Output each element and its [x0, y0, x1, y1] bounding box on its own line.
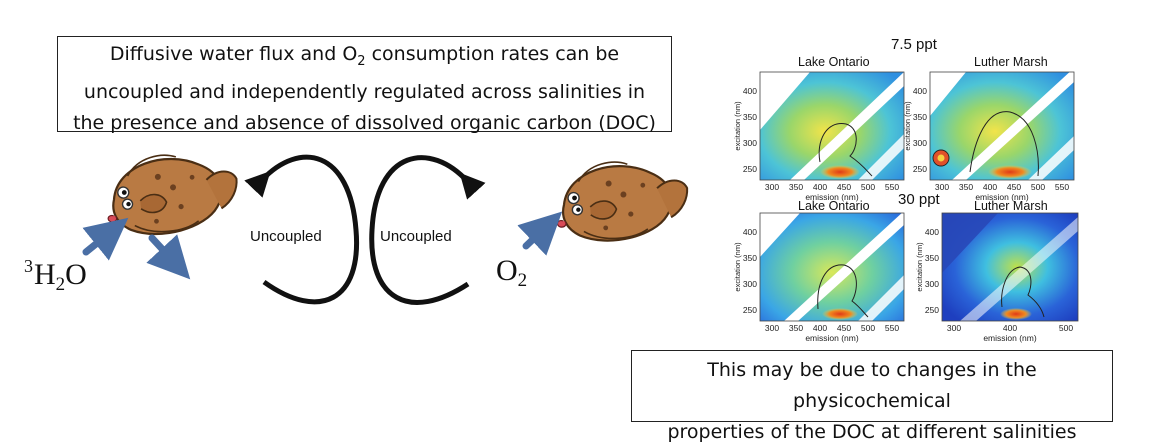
- x-tick-label: 400: [813, 323, 827, 333]
- x-tick-label: 300: [765, 323, 779, 333]
- y-tick-label: 400: [743, 227, 757, 237]
- y-tick-label: 350: [743, 112, 757, 122]
- x-tick-label: 450: [837, 323, 851, 333]
- tritiated-water-label: 3H2O: [24, 256, 87, 295]
- y-axis-label: excitation (nm): [733, 101, 742, 151]
- y-tick-label: 350: [913, 112, 927, 122]
- summary-line-3: the presence and absence of dissolved or…: [73, 111, 656, 134]
- x-tick-label: 350: [789, 182, 803, 192]
- x-axis-label: emission (nm): [983, 333, 1037, 343]
- y-tick-label: 300: [925, 279, 939, 289]
- summary-line-2: uncoupled and independently regulated ac…: [83, 80, 646, 103]
- y-tick-label: 350: [743, 253, 757, 263]
- x-tick-label: 550: [1055, 182, 1069, 192]
- x-tick-label: 500: [1031, 182, 1045, 192]
- x-tick-label: 400: [1003, 323, 1017, 333]
- y-tick-label: 300: [913, 138, 927, 148]
- panel-2-title: Luther Marsh: [974, 55, 1048, 69]
- conclusion-line-1: This may be due to changes in the physic…: [707, 359, 1037, 412]
- y-tick-label: 400: [913, 86, 927, 96]
- x-tick-label: 300: [765, 182, 779, 192]
- eem-panel-4: [941, 212, 1079, 322]
- left-uncoupled-label: Uncoupled: [250, 228, 322, 245]
- panel-4-title: Luther Marsh: [974, 199, 1048, 213]
- right-uncoupled-label: Uncoupled: [380, 228, 452, 245]
- x-tick-label: 300: [935, 182, 949, 192]
- conclusion-line-2: properties of the DOC at different salin…: [667, 421, 1077, 443]
- y-axis-label: excitation (nm): [733, 242, 742, 292]
- x-tick-label: 500: [861, 182, 875, 192]
- summary-line-1: Diffusive water flux and O2 consumption …: [109, 43, 620, 69]
- panel-3-title: Lake Ontario: [798, 199, 870, 213]
- summary-box: Diffusive water flux and O2 consumption …: [57, 36, 672, 134]
- y-tick-label: 250: [743, 305, 757, 315]
- water-out-arrow-icon: [146, 234, 191, 280]
- water-in-arrow-icon: [82, 217, 129, 261]
- oxygen-in-arrow-icon: [517, 211, 563, 256]
- y-tick-label: 250: [913, 164, 927, 174]
- x-tick-label: 500: [861, 323, 875, 333]
- cycle-arrow-icon-left: [244, 154, 360, 305]
- x-tick-label: 550: [885, 323, 899, 333]
- y-tick-label: 250: [925, 305, 939, 315]
- x-tick-label: 350: [959, 182, 973, 192]
- x-tick-label: 450: [1007, 182, 1021, 192]
- y-tick-label: 350: [925, 253, 939, 263]
- x-tick-label: 450: [837, 182, 851, 192]
- y-tick-label: 300: [743, 279, 757, 289]
- eem-panel-3: [759, 211, 905, 322]
- salinity-bottom-label: 30 ppt: [898, 191, 940, 208]
- x-tick-label: 550: [885, 182, 899, 192]
- x-tick-label: 500: [1059, 323, 1073, 333]
- conclusion-box: This may be due to changes in the physic…: [631, 350, 1113, 443]
- y-tick-label: 400: [925, 227, 939, 237]
- cycle-arrow-icon-right: [369, 155, 486, 305]
- y-axis-label: excitation (nm): [903, 101, 912, 151]
- y-tick-label: 250: [743, 164, 757, 174]
- x-axis-label: emission (nm): [975, 192, 1029, 202]
- x-tick-label: 350: [789, 323, 803, 333]
- eem-panel-2: [929, 68, 1075, 181]
- salinity-top-label: 7.5 ppt: [891, 36, 937, 53]
- flounder-fish-icon: [101, 146, 243, 241]
- eem-panel-1: [759, 71, 905, 181]
- x-tick-label: 400: [983, 182, 997, 192]
- y-tick-label: 300: [743, 138, 757, 148]
- panel-1-title: Lake Ontario: [798, 55, 870, 69]
- flounder-fish-icon: [552, 156, 692, 246]
- x-axis-label: emission (nm): [805, 192, 859, 202]
- y-tick-label: 400: [743, 86, 757, 96]
- y-axis-label: excitation (nm): [915, 242, 924, 292]
- x-tick-label: 400: [813, 182, 827, 192]
- x-tick-label: 300: [947, 323, 961, 333]
- oxygen-label: O2: [496, 254, 528, 291]
- x-axis-label: emission (nm): [805, 333, 859, 343]
